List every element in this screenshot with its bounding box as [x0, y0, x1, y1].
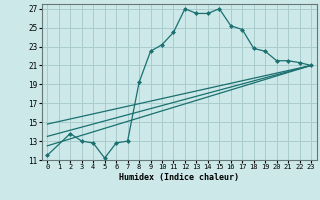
X-axis label: Humidex (Indice chaleur): Humidex (Indice chaleur): [119, 173, 239, 182]
